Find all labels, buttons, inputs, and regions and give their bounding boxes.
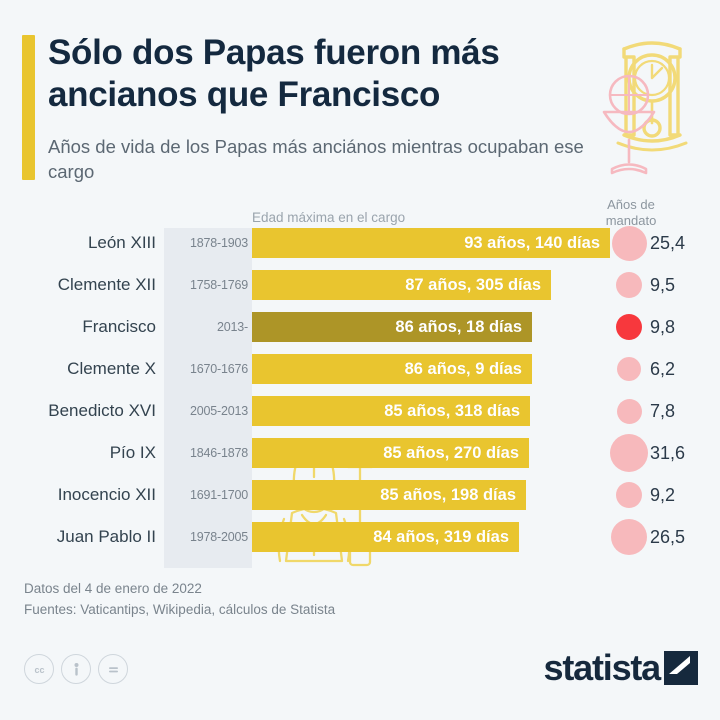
mandate-value: 26,5 <box>650 526 686 547</box>
pope-name: Inocencio XII <box>57 485 156 504</box>
svg-text:cc: cc <box>34 665 44 675</box>
pope-name: Clemente XII <box>57 275 156 294</box>
statista-logo-mark <box>664 651 698 685</box>
page-subtitle: Años de vida de los Papas más anciános m… <box>48 136 584 182</box>
title-accent-bar <box>22 35 35 180</box>
age-bar-label: 86 años, 18 días <box>395 317 522 336</box>
age-bar: 86 años, 18 días <box>252 312 532 342</box>
table-row: Benedicto XVI 2005-2013 85 años, 318 días 7… <box>0 396 720 426</box>
age-bar-label: 84 años, 319 días <box>373 527 509 546</box>
mandate-value: 7,8 <box>650 400 676 421</box>
chalice-icon <box>602 74 656 175</box>
page-title: Sólo dos Papas fueron más ancianos que F… <box>48 33 500 114</box>
mandate-value: 9,5 <box>650 274 676 295</box>
table-row: León XIII 1878-1903 93 años, 140 días 25,4 <box>0 225 720 261</box>
column-header-mandate-line2: mandato <box>605 213 657 228</box>
pope-name: Benedicto XVI <box>48 401 156 420</box>
age-bar: 87 años, 305 días <box>252 270 551 300</box>
hero-illustration <box>602 41 688 175</box>
footnotes: Datos del 4 de enero de 2022 Fuentes: Va… <box>24 578 624 620</box>
table-row: Clemente X 1670-1676 86 años, 9 días 6,2 <box>0 354 720 384</box>
creative-commons-badges: cc <box>24 654 128 684</box>
pope-name: León XIII <box>87 233 156 252</box>
age-bar: 84 años, 319 días <box>252 522 519 552</box>
mandate-bubble <box>616 272 642 298</box>
age-bar: 86 años, 9 días <box>252 354 532 384</box>
table-row: Clemente XII 1758-1769 87 años, 305 días 9,… <box>0 270 720 300</box>
age-bar: 85 años, 270 días <box>252 438 529 468</box>
reign-years: 1878-1903 <box>190 236 248 250</box>
data-note: Datos del 4 de enero de 2022 <box>24 581 202 596</box>
cc-icon[interactable]: cc <box>24 654 54 684</box>
reign-years: 2005-2013 <box>190 404 248 418</box>
mandate-value: 6,2 <box>650 358 676 379</box>
pendulum-clock-icon <box>616 41 688 152</box>
reign-years: 1670-1676 <box>190 362 248 376</box>
attribution-person-icon[interactable] <box>61 654 91 684</box>
column-header-mandate-line1: Años de <box>607 197 655 212</box>
mandate-bubble <box>616 482 642 508</box>
table-row: Inocencio XII 1691-1700 85 años, 198 días 9… <box>0 480 720 510</box>
no-derivatives-equals-icon[interactable] <box>98 654 128 684</box>
mandate-bubble <box>611 519 647 555</box>
table-row: Francisco 2013- 86 años, 18 días 9,8 <box>0 312 720 342</box>
age-bar: 93 años, 140 días <box>252 228 610 258</box>
age-bar-label: 85 años, 318 días <box>384 401 520 420</box>
reign-years-band <box>164 228 252 568</box>
age-bar-label: 85 años, 198 días <box>380 485 516 504</box>
chart: León XIII 1878-1903 93 años, 140 días 25,4 C… <box>0 225 720 568</box>
statista-wordmark: statista <box>543 647 662 688</box>
age-bar-label: 86 años, 9 días <box>404 359 522 378</box>
mandate-bubble <box>611 225 647 261</box>
mandate-bubble <box>610 434 648 472</box>
mandate-value: 9,8 <box>650 316 676 337</box>
pope-name: Pío IX <box>109 443 156 462</box>
mandate-value: 25,4 <box>650 232 686 253</box>
pope-name: Clemente X <box>67 359 156 378</box>
column-header-mandate: Años de mandato <box>600 197 662 229</box>
age-bar-label: 93 años, 140 días <box>464 233 600 252</box>
mandate-value: 9,2 <box>650 484 676 505</box>
pope-name: Juan Pablo II <box>56 527 156 546</box>
sources-note: Fuentes: Vaticantips, Wikipedia, cálculo… <box>24 602 336 617</box>
table-row: Pío IX 1846-1878 85 años, 270 días 31,6 <box>0 434 720 472</box>
age-bar-label: 85 años, 270 días <box>383 443 519 462</box>
age-bar: 85 años, 198 días <box>252 480 526 510</box>
reign-years: 1846-1878 <box>190 446 248 460</box>
reign-years: 1978-2005 <box>190 530 248 544</box>
pope-name: Francisco <box>82 317 156 336</box>
table-row: Juan Pablo II 1978-2005 84 años, 319 días 2… <box>0 519 720 555</box>
mandate-bubble <box>616 398 642 424</box>
header: Sólo dos Papas fueron más ancianos que F… <box>0 0 720 196</box>
mandate-bubble <box>617 357 641 381</box>
mandate-value: 31,6 <box>650 442 686 463</box>
mandate-bubble <box>616 314 642 340</box>
reign-years: 1758-1769 <box>190 278 248 292</box>
age-bar: 85 años, 318 días <box>252 396 530 426</box>
reign-years: 1691-1700 <box>190 488 248 502</box>
statista-logo[interactable]: statista <box>544 650 698 686</box>
reign-years: 2013- <box>217 320 248 334</box>
age-bar-label: 87 años, 305 días <box>405 275 541 294</box>
column-header-bars: Edad máxima en el cargo <box>252 210 406 225</box>
